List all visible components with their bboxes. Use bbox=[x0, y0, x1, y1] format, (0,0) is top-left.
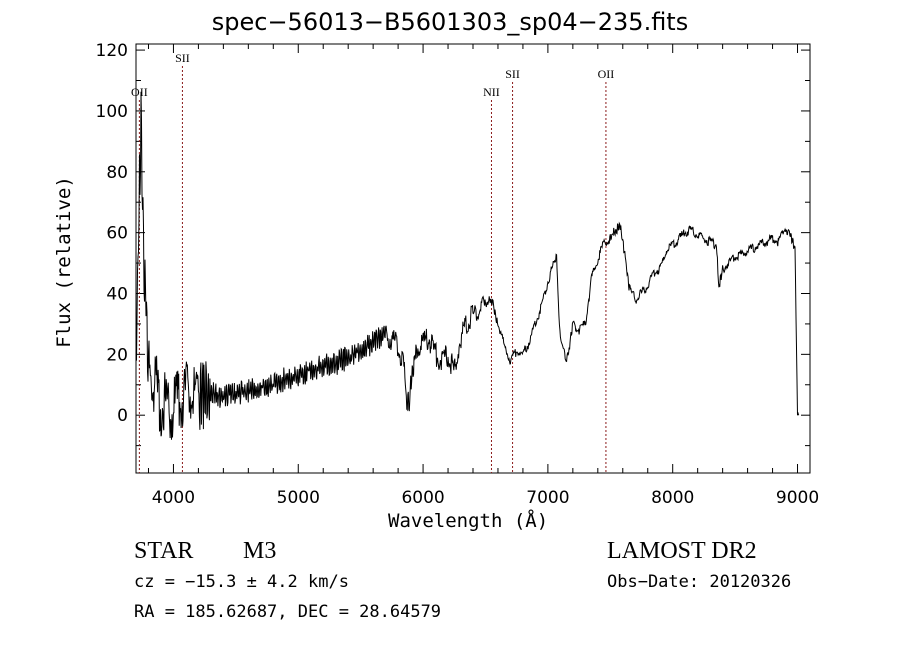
line-marker-label: NII bbox=[483, 85, 500, 99]
obs-date: Obs−Date: 20120326 bbox=[607, 572, 792, 592]
y-axis-label: Flux (relative) bbox=[53, 176, 75, 348]
y-tick-label: 100 bbox=[96, 102, 128, 122]
survey-name: LAMOST DR2 bbox=[607, 538, 757, 564]
x-tick-label: 7000 bbox=[526, 488, 569, 508]
plot-axes bbox=[135, 43, 811, 474]
axis-ticks bbox=[136, 44, 810, 473]
redshift-text: cz = −15.3 ± 4.2 km/s bbox=[134, 572, 349, 592]
coordinates-text: RA = 185.62687, DEC = 28.64579 bbox=[134, 602, 442, 622]
plot-frame bbox=[135, 43, 811, 474]
object-class: STAR bbox=[134, 538, 194, 564]
axis-tick-labels: 4000 5000 6000 7000 8000 9000 0 20 40 60 80 100 120 bbox=[96, 41, 820, 508]
line-marker-label: SII bbox=[505, 67, 520, 81]
chart-title: spec−56013−B5601303_sp04−235.fits bbox=[211, 8, 689, 36]
y-tick-label: 40 bbox=[106, 284, 128, 304]
line-marker-label: OII bbox=[598, 67, 615, 81]
y-tick-label: 120 bbox=[96, 41, 128, 61]
x-tick-label: 8000 bbox=[651, 488, 694, 508]
y-tick-label: 80 bbox=[106, 163, 128, 183]
y-tick-label: 0 bbox=[117, 406, 128, 426]
x-tick-label: 9000 bbox=[776, 488, 819, 508]
object-subclass: M3 bbox=[243, 538, 277, 564]
line-marker-label: SII bbox=[175, 51, 190, 65]
x-tick-label: 6000 bbox=[401, 488, 444, 508]
y-tick-label: 60 bbox=[106, 224, 128, 244]
spectrum-line bbox=[135, 91, 800, 440]
x-tick-label: 5000 bbox=[277, 488, 320, 508]
x-axis-label: Wavelength (Å) bbox=[388, 510, 549, 532]
line-marker-label: OII bbox=[131, 85, 148, 99]
emission-line-markers: OII SII NII SII OII bbox=[131, 51, 614, 473]
spectrum-series bbox=[135, 91, 800, 440]
x-tick-label: 4000 bbox=[152, 488, 195, 508]
y-tick-label: 20 bbox=[106, 345, 128, 365]
